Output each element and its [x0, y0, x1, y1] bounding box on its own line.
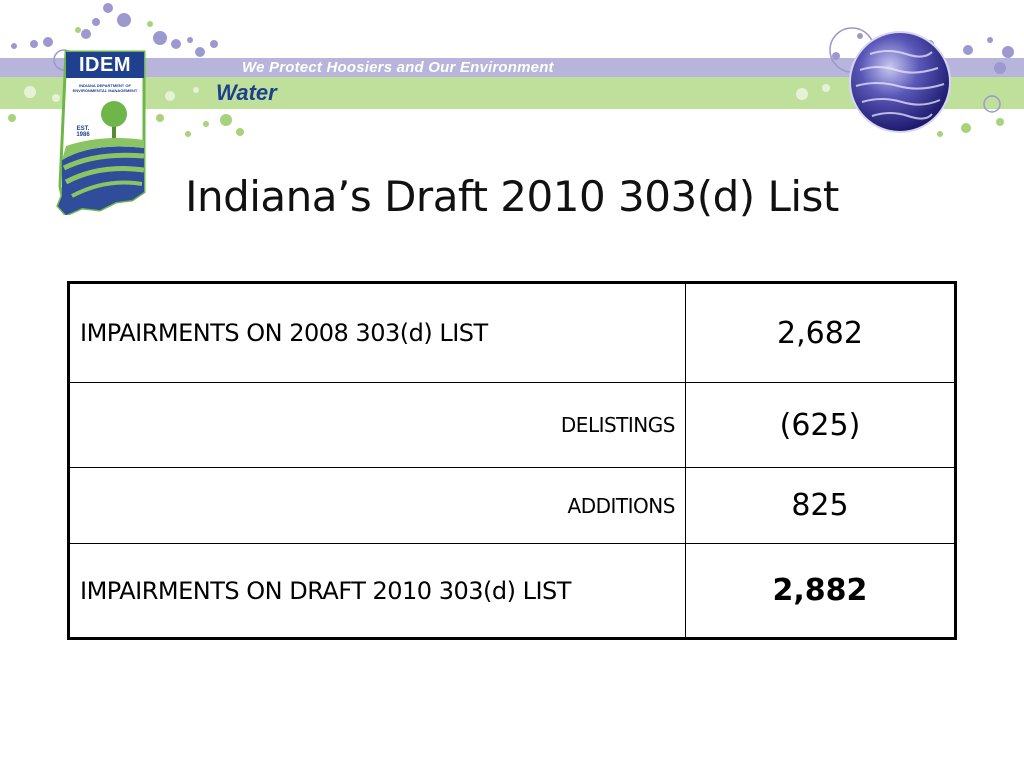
- row-value-total: 2,882: [684, 543, 957, 639]
- row-label-text: ADDITIONS: [567, 493, 676, 518]
- idem-acronym: IDEM: [79, 54, 131, 76]
- row-value-text: 2,882: [772, 573, 868, 608]
- row-value-text: 2,682: [777, 315, 863, 351]
- row-value-text: 825: [791, 488, 849, 523]
- row-value: (625): [684, 382, 957, 468]
- tagline-bar: [0, 58, 1024, 77]
- table-row: IMPAIRMENTS ON 2008 303(d) LIST 2,682: [68, 282, 957, 383]
- row-label: DELISTINGS: [68, 382, 686, 468]
- row-value: 2,682: [684, 282, 957, 383]
- section-label: Water: [216, 80, 277, 105]
- slide-title: Indiana’s Draft 2010 303(d) List: [185, 172, 839, 221]
- impairments-table: IMPAIRMENTS ON 2008 303(d) LIST 2,682 DE…: [67, 281, 957, 640]
- row-label: IMPAIRMENTS ON DRAFT 2010 303(d) LIST: [68, 543, 686, 639]
- row-value: 825: [684, 467, 957, 544]
- row-value-text: (625): [779, 407, 861, 443]
- department-name: INDIANA DEPARTMENT OF ENVIRONMENTAL MANA…: [72, 83, 138, 93]
- row-label: IMPAIRMENTS ON 2008 303(d) LIST: [68, 282, 686, 383]
- table-row: IMPAIRMENTS ON DRAFT 2010 303(d) LIST 2,…: [68, 543, 957, 639]
- established-year: EST. 1986: [72, 126, 94, 138]
- banner-tagline: We Protect Hoosiers and Our Environment: [242, 59, 554, 76]
- row-label-text: IMPAIRMENTS ON DRAFT 2010 303(d) LIST: [80, 576, 571, 605]
- est-label: EST.: [76, 126, 90, 132]
- est-year: 1986: [76, 132, 90, 138]
- row-label: ADDITIONS: [68, 467, 686, 544]
- row-label-text: DELISTINGS: [560, 413, 676, 437]
- row-label-text: IMPAIRMENTS ON 2008 303(d) LIST: [80, 319, 488, 347]
- table-row: DELISTINGS (625): [68, 382, 957, 468]
- water-globe-icon: [849, 31, 951, 133]
- table-row: ADDITIONS 825: [68, 467, 957, 544]
- idem-badge: [66, 52, 144, 78]
- idem-state-logo: [56, 50, 146, 215]
- header-banner: We Protect Hoosiers and Our Environment …: [0, 0, 1024, 240]
